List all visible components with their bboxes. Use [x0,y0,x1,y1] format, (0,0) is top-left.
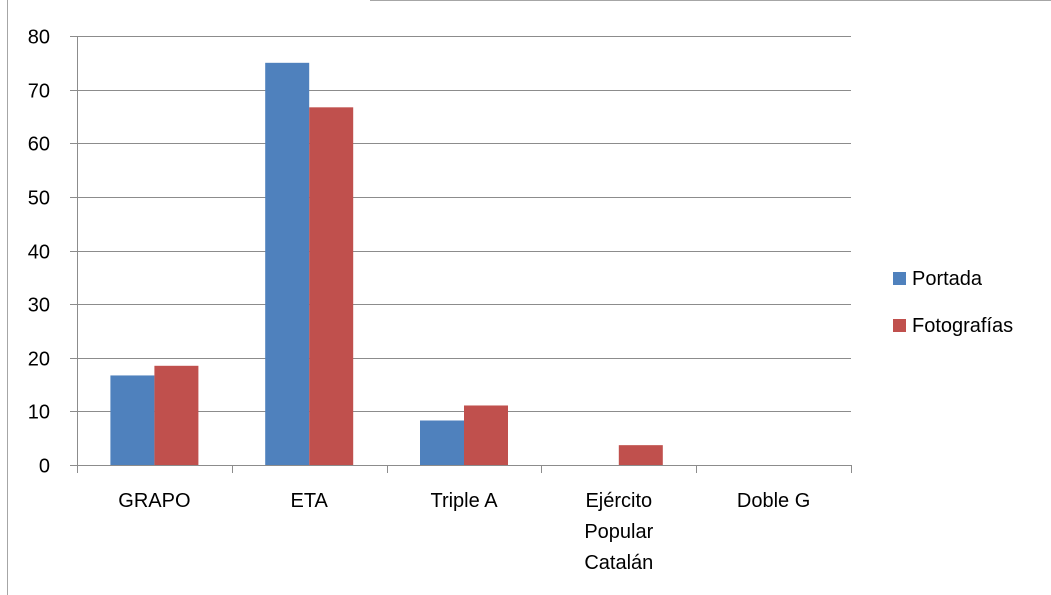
y-tick-label: 60 [28,134,50,156]
legend-swatch [893,319,906,332]
y-tick-label: 20 [28,349,50,371]
bar-portada-0 [110,375,155,465]
x-tick-label-line: Doble G [737,490,810,512]
bar-fotograf-as-3 [618,445,663,465]
legend: Portada Fotografías [893,268,1013,337]
bar-fotograf-as-1 [309,107,354,465]
x-tick-label-line: GRAPO [118,490,190,512]
x-tick-label-line: Popular [584,521,653,543]
bar-fotograf-as-2 [464,405,508,465]
x-tick-label-line: Triple A [430,490,498,512]
y-tick-label: 30 [28,295,50,317]
axes [70,36,852,473]
legend-label: Portada [912,268,983,290]
y-tick-label: 70 [28,81,50,103]
y-tick-labels: 0 10 20 30 40 50 60 70 80 [28,27,50,478]
x-tick-labels: GRAPO ETA Triple A Ejército Popular Catalán Do… [118,490,810,574]
gridlines [77,36,851,412]
y-tick-label: 0 [39,456,50,478]
x-tick-label: Doble G [737,490,810,512]
x-tick-label-line: Catalán [584,552,653,574]
y-tick-label: 50 [28,188,50,210]
y-tick-label: 80 [28,27,50,49]
x-tick-label: Ejército Popular Catalán [584,490,653,574]
bar-portada-1 [265,62,310,465]
y-tick-label: 40 [28,242,50,264]
bars [110,62,663,465]
x-tick-label-line: Ejército [585,490,652,512]
x-tick-label: GRAPO [118,490,190,512]
x-tick-label: ETA [290,490,328,512]
x-tick-label: Triple A [430,490,498,512]
x-tick-label-line: ETA [290,490,328,512]
bar-portada-2 [420,420,464,465]
legend-swatch [893,272,906,285]
bar-fotograf-as-0 [154,365,199,465]
y-tick-label: 10 [28,402,50,424]
legend-label: Fotografías [912,315,1013,337]
